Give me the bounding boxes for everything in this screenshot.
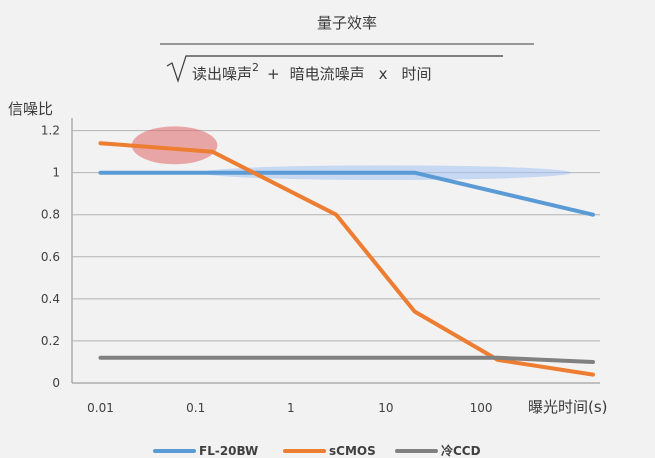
y-axis-label: 信噪比 (8, 100, 53, 118)
formula-numerator: 量子效率 (317, 14, 377, 32)
x-tick-label: 0.1 (186, 401, 205, 415)
legend-label: 冷CCD (441, 443, 481, 458)
formula-dark-noise: 暗电流噪声 (290, 65, 365, 83)
formula-time: 时间 (402, 65, 432, 83)
formula-plus: + (267, 65, 280, 83)
series-layer (98, 141, 595, 377)
sqrt-sign (166, 55, 503, 83)
formula-times: x (379, 65, 388, 83)
legend-label: FL-20BW (199, 444, 258, 458)
series-line (98, 355, 595, 364)
x-axis-label: 曝光时间(s) (528, 398, 608, 416)
y-tick-label: 1.2 (41, 124, 60, 138)
highlight-ellipse (131, 126, 218, 165)
x-tick-labels: 0.01 0.1 1 10 100 (87, 401, 492, 415)
x-tick-label: 10 (378, 401, 393, 415)
series-line (98, 170, 595, 217)
legend-label: sCMOS (329, 444, 376, 458)
x-tick-label: 100 (470, 401, 493, 415)
y-tick-label: 0.8 (41, 208, 60, 222)
formula-superscript: 2 (252, 61, 259, 74)
series-line (98, 141, 595, 377)
y-tick-labels: 0 0.2 0.4 0.6 0.8 1 1.2 (41, 124, 60, 390)
x-tick-label: 0.01 (87, 401, 114, 415)
formula-denominator: 读出噪声2 + 暗电流噪声 x 时间 (192, 61, 432, 83)
y-tick-label: 0 (52, 376, 60, 390)
y-tick-label: 0.4 (41, 292, 60, 306)
y-tick-label: 0.6 (41, 250, 60, 264)
legend: FL-20BW sCMOS 冷CCD (153, 443, 481, 458)
x-tick-label: 1 (287, 401, 295, 415)
y-tick-label: 1 (52, 166, 60, 180)
y-tick-label: 0.2 (41, 334, 60, 348)
formula-readout-noise: 读出噪声 (192, 65, 252, 83)
